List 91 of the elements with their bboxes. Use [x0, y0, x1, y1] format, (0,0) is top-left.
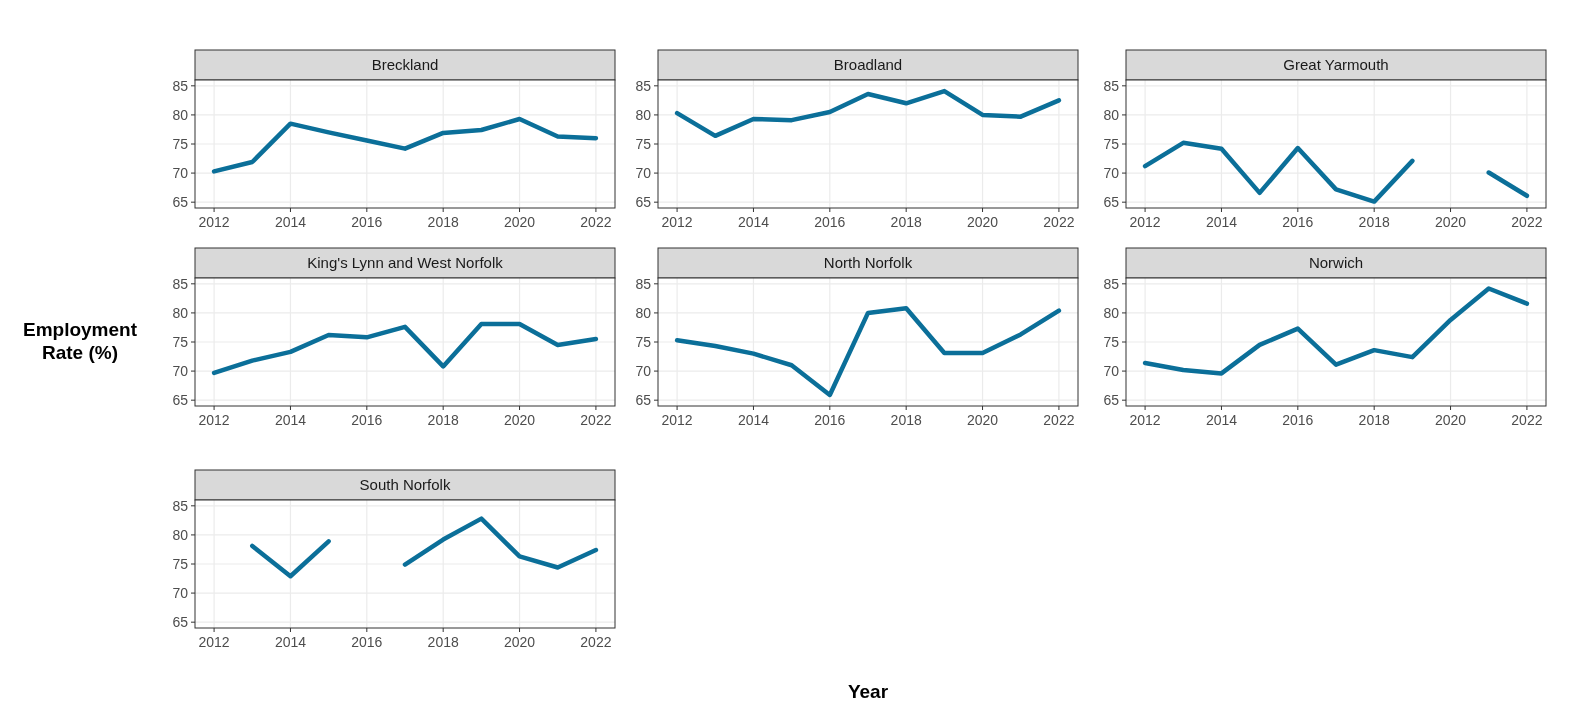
y-tick-label: 85: [1103, 275, 1120, 292]
y-tick-label: 80: [172, 526, 189, 543]
x-tick-label: 2014: [737, 214, 770, 230]
y-tick-label: 80: [635, 304, 652, 321]
y-tick-label: 80: [172, 304, 189, 321]
y-tick-label: 85: [172, 497, 189, 514]
x-tick-label: 2016: [351, 412, 383, 428]
x-tick-label: 2012: [198, 214, 230, 230]
x-tick-label: 2020: [1434, 214, 1467, 230]
x-tick-label: 2020: [503, 412, 536, 428]
x-tick-label: 2014: [274, 412, 307, 428]
y-tick-label: 65: [172, 614, 189, 631]
x-tick-label: 2016: [351, 634, 383, 650]
x-tick-label: 2020: [503, 214, 536, 230]
y-tick-label: 65: [172, 392, 189, 409]
chart-title: Norwich: [1308, 254, 1364, 271]
y-tick-label: 85: [635, 77, 652, 94]
chart-title: Breckland: [371, 56, 439, 73]
y-tick-label: 80: [635, 106, 652, 123]
x-tick-label: 2018: [890, 412, 922, 428]
chart-title: Great Yarmouth: [1283, 56, 1389, 73]
x-tick-label: 2022: [580, 634, 612, 650]
x-tick-label: 2018: [890, 214, 922, 230]
y-tick-label: 75: [635, 136, 652, 152]
y-tick-label: 75: [172, 334, 189, 350]
y-tick-label: 80: [172, 106, 189, 123]
x-tick-label: 2018: [427, 634, 459, 650]
y-tick-label: 75: [1103, 334, 1120, 350]
x-tick-label: 2022: [1043, 214, 1075, 230]
y-tick-label: 75: [172, 556, 189, 572]
x-tick-label: 2020: [503, 634, 536, 650]
x-tick-label: 2018: [427, 214, 459, 230]
x-tick-label: 2016: [1282, 214, 1314, 230]
x-tick-label: 2012: [198, 634, 230, 650]
x-tick-label: 2018: [1358, 214, 1390, 230]
y-tick-label: 70: [635, 165, 652, 182]
x-tick-label: 2012: [1129, 412, 1161, 428]
y-tick-label: 85: [1103, 77, 1120, 94]
x-tick-label: 2014: [737, 412, 770, 428]
y-tick-label: 85: [172, 275, 189, 292]
x-tick-label: 2012: [661, 214, 693, 230]
x-tick-label: 2018: [1358, 412, 1390, 428]
x-tick-label: 2022: [1043, 412, 1075, 428]
x-tick-label: 2014: [274, 634, 307, 650]
x-tick-label: 2022: [1511, 214, 1543, 230]
x-tick-label: 2012: [198, 412, 230, 428]
y-tick-label: 65: [1103, 392, 1120, 409]
chart-title: South Norfolk: [359, 476, 451, 493]
line-series: [674, 306, 1062, 398]
chart-title: Broadland: [833, 56, 903, 73]
y-tick-label: 75: [1103, 136, 1120, 152]
x-tick-label: 2020: [966, 412, 999, 428]
y-tick-label: 70: [1103, 165, 1120, 182]
chart-title: North Norfolk: [823, 254, 913, 271]
y-tick-label: 85: [172, 77, 189, 94]
x-tick-label: 2022: [1511, 412, 1543, 428]
y-tick-label: 75: [635, 334, 652, 350]
y-tick-label: 85: [635, 275, 652, 292]
y-tick-label: 70: [1103, 363, 1120, 380]
y-tick-label: 65: [1103, 194, 1120, 211]
x-axis-title: Year: [847, 681, 889, 702]
y-tick-label: 70: [172, 363, 189, 380]
y-tick-label: 65: [635, 392, 652, 409]
chart-title: King's Lynn and West Norfolk: [307, 254, 504, 271]
y-tick-label: 75: [172, 136, 189, 152]
x-tick-label: 2022: [580, 214, 612, 230]
y-tick-label: 70: [172, 585, 189, 602]
line-series: [674, 88, 1062, 139]
y-tick-label: 65: [172, 194, 189, 211]
x-tick-label: 2014: [1205, 412, 1238, 428]
x-tick-label: 2012: [1129, 214, 1161, 230]
x-tick-label: 2016: [814, 412, 846, 428]
x-tick-label: 2016: [814, 214, 846, 230]
x-tick-label: 2018: [427, 412, 459, 428]
line-series: [211, 321, 599, 376]
y-tick-label: 80: [1103, 304, 1120, 321]
y-tick-label: 70: [635, 363, 652, 380]
x-tick-label: 2020: [1434, 412, 1467, 428]
x-tick-label: 2012: [661, 412, 693, 428]
x-tick-label: 2016: [351, 214, 383, 230]
y-tick-label: 65: [635, 194, 652, 211]
line-series: [1142, 286, 1530, 376]
x-tick-label: 2016: [1282, 412, 1314, 428]
y-axis-title: Employment Rate (%): [22, 319, 138, 363]
y-tick-label: 80: [1103, 106, 1120, 123]
line-series: [211, 116, 599, 174]
x-tick-label: 2022: [580, 412, 612, 428]
x-tick-label: 2020: [966, 214, 999, 230]
x-tick-label: 2014: [274, 214, 307, 230]
x-tick-label: 2014: [1205, 214, 1238, 230]
y-tick-label: 70: [172, 165, 189, 182]
